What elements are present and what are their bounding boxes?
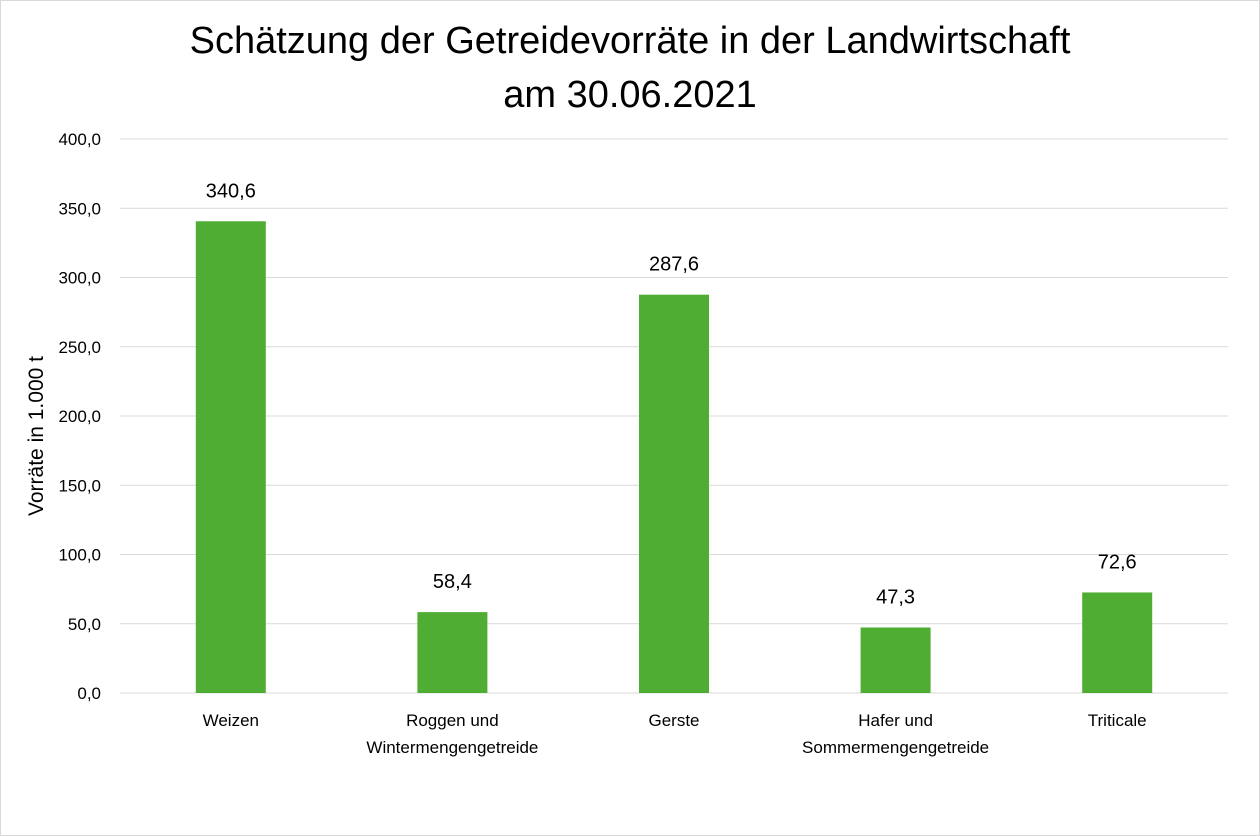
bar-value-label: 72,6 bbox=[1098, 551, 1137, 573]
y-tick-label: 250,0 bbox=[58, 338, 101, 357]
bar-value-label: 47,3 bbox=[876, 586, 915, 608]
chart-title: Schätzung der Getreidevorräte in der Lan… bbox=[0, 14, 1260, 122]
x-category-label: Triticale bbox=[1088, 711, 1147, 730]
x-category-label-line: Gerste bbox=[648, 711, 699, 730]
bar bbox=[639, 294, 709, 693]
chart-title-line-2: am 30.06.2021 bbox=[503, 74, 757, 116]
y-tick-label: 150,0 bbox=[58, 476, 101, 495]
bar bbox=[860, 627, 931, 693]
x-category-label: Roggen und Wintermengengetreide bbox=[366, 711, 538, 757]
y-tick-label: 200,0 bbox=[58, 407, 101, 426]
y-tick-label: 0,0 bbox=[77, 684, 101, 703]
x-category-label: Weizen bbox=[203, 711, 259, 730]
y-tick-label: 100,0 bbox=[58, 546, 101, 565]
bar bbox=[417, 612, 488, 693]
x-category-label-line: Wintermengengetreide bbox=[366, 738, 538, 757]
y-tick-label: 50,0 bbox=[68, 615, 101, 634]
bar-value-label: 58,4 bbox=[433, 571, 472, 593]
bar-value-label: 340,6 bbox=[206, 180, 256, 202]
x-category-label-line: Weizen bbox=[203, 711, 259, 730]
bar-value-label: 287,6 bbox=[649, 254, 699, 276]
x-category-label-line: Triticale bbox=[1088, 711, 1147, 730]
y-axis-tick-labels: 0,0 50,0 100,0 150,0 200,0 250,0 300,0 350,0 400… bbox=[58, 130, 101, 703]
x-category-label-line: Roggen und bbox=[406, 711, 499, 730]
x-category-label: Hafer und Sommermengengetreide bbox=[802, 711, 989, 757]
y-tick-label: 350,0 bbox=[58, 199, 101, 218]
y-axis-title: Vorräte in 1.000 t bbox=[25, 356, 48, 516]
chart-title-line-1: Schätzung der Getreidevorräte in der Lan… bbox=[189, 20, 1071, 62]
bar bbox=[1082, 592, 1153, 693]
x-axis-category-labels: Weizen Roggen und Wintermengengetreide Gers… bbox=[203, 711, 1147, 757]
bars bbox=[195, 221, 1153, 694]
x-category-label: Gerste bbox=[648, 711, 699, 730]
x-category-label-line: Hafer und bbox=[858, 711, 933, 730]
x-category-label-line: Sommermengengetreide bbox=[802, 738, 989, 757]
y-tick-label: 400,0 bbox=[58, 130, 101, 149]
data-labels: 340,6 58,4 287,6 47,3 72,6 bbox=[206, 180, 1137, 608]
bar bbox=[195, 221, 266, 694]
y-tick-label: 300,0 bbox=[58, 269, 101, 288]
